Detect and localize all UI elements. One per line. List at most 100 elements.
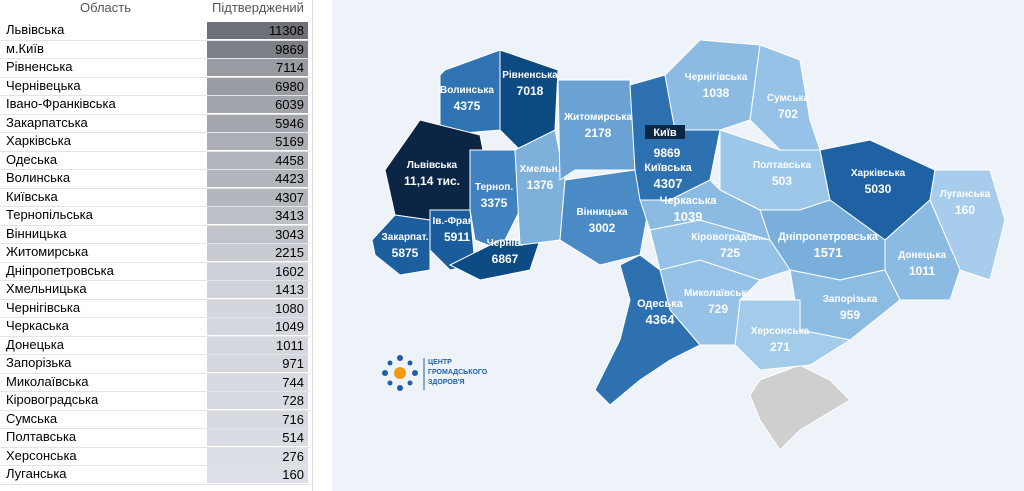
region-value: 160 [955,203,975,217]
region-name: Миколаївська [6,373,89,389]
region-label: Закарпат. [382,232,429,243]
region-value: 725 [720,246,740,260]
region-name: Запорізька [6,355,72,370]
region-label: Сумська [767,93,810,104]
table-row: Рівненська 7114 [0,58,310,78]
logo-text: ЦЕНТР [428,359,452,366]
confirmed-cell: 2215 [207,244,308,261]
table-row: Тернопільська 3413 [0,206,310,226]
region-name: Волинська [6,170,71,185]
region-label: Київська [644,162,692,174]
table-row: Харківська 5169 [0,132,310,152]
region [557,79,636,181]
table-row: Івано-Франківська 6039 [0,95,310,115]
region-name: Тернопільська [6,207,93,222]
region-label: Львівська [407,160,458,171]
table-row: Чернівецька 6980 [0,77,310,96]
confirmed-cell: 1080 [207,299,308,317]
region [371,214,431,276]
region-value: 1039 [674,209,703,224]
region-name: Чернігівська [6,299,81,315]
region-name: Сумська [6,410,58,426]
confirmed-cell: 3043 [207,225,308,243]
table-row: Київська 4307 [0,188,310,207]
map: Волинська 4375 Рівненська 7018 Львівська 11,1… [332,0,1024,491]
region-name: Кіровоградська [6,392,99,407]
region-value: 4307 [654,176,683,191]
region-value: 1571 [814,245,843,260]
region-label: Чернігівська [685,72,748,83]
region-label: Житомирська [563,112,632,123]
logo-text: ЗДОРОВ'Я [428,379,465,386]
region-label: Вінницька [576,207,628,218]
region-value: 702 [778,107,798,121]
region-label: Херсонська [751,326,810,337]
region-name: Херсонська [6,447,77,463]
region-name: м.Київ [6,40,44,56]
confirmed-cell: 5946 [207,114,308,132]
region-label: Терноп. [475,182,513,193]
region-value: 3375 [481,196,508,210]
confirmed-cell: 5169 [207,133,308,150]
region-name: Закарпатська [6,114,88,130]
region-label: Полтавська [753,160,811,171]
region-value: 11,14 тис. [404,174,460,188]
region-value: 729 [708,302,728,316]
region-name: Луганська [6,466,67,481]
table-row: Чернігівська 1080 [0,299,310,318]
confirmed-cell: 9869 [207,40,308,58]
region-name: Донецька [6,336,65,352]
region-label: Харківська [851,168,906,179]
confirmed-cell: 11308 [207,22,308,39]
region-name: Чернівецька [6,77,81,93]
region-value: 5030 [865,182,892,196]
city-label: Київ [653,127,677,139]
region-name: Київська [6,188,58,204]
table-row: Миколаївська 744 [0,373,310,392]
region-label: Хмельн. [520,164,561,175]
logo-text: ГРОМАДСЬКОГО [428,369,488,376]
table-row: Кіровоградська 728 [0,391,310,411]
city-value: 9869 [654,146,681,160]
region-label: Черкаська [660,195,718,207]
region-label: Кіровоградська [691,232,769,243]
confirmed-cell: 4458 [207,151,308,169]
region-name: Житомирська [6,244,89,259]
confirmed-cell: 1413 [207,281,308,298]
region-name: Вінницька [6,225,67,241]
confirmed-cell: 160 [207,466,308,483]
region [594,254,701,406]
region-value: 5911 [444,230,470,244]
table-row: Волинська 4423 [0,169,310,189]
table-row: Львівська 11308 [0,21,310,41]
region-name: Дніпропетровська [6,262,114,278]
region-value: 1011 [909,264,935,278]
table-row: Полтавська 514 [0,428,310,448]
confirmed-cell: 716 [207,410,308,428]
region-value: 3002 [589,221,616,235]
region-value: 7018 [517,84,544,98]
region-label: Чернів. [487,238,524,249]
region-value: 2178 [585,126,612,140]
region-value: 959 [840,308,860,322]
confirmed-cell: 6980 [207,77,308,95]
region-value: 6867 [492,252,519,266]
table-row: Житомирська 2215 [0,243,310,263]
table-row: Черкаська 1049 [0,317,310,337]
region-value: 4375 [454,99,481,113]
table-row: Луганська 160 [0,465,310,485]
confirmed-cell: 3413 [207,207,308,224]
region-name: Полтавська [6,429,77,444]
table-row: м.Київ 9869 [0,40,310,59]
region-name: Львівська [6,22,65,37]
confirmed-cell: 1602 [207,262,308,280]
region-value: 5875 [392,246,419,260]
table-row: Вінницька 3043 [0,225,310,244]
table-row: Хмельницька 1413 [0,280,310,300]
table-row: Дніпропетровська 1602 [0,262,310,281]
table-row: Сумська 716 [0,410,310,429]
region [639,179,771,241]
logo: ЦЕНТР ГРОМАДСЬКОГО ЗДОРОВ'Я [382,355,488,391]
confirmed-cell: 1011 [207,336,308,354]
region-name: Івано-Франківська [6,96,116,111]
